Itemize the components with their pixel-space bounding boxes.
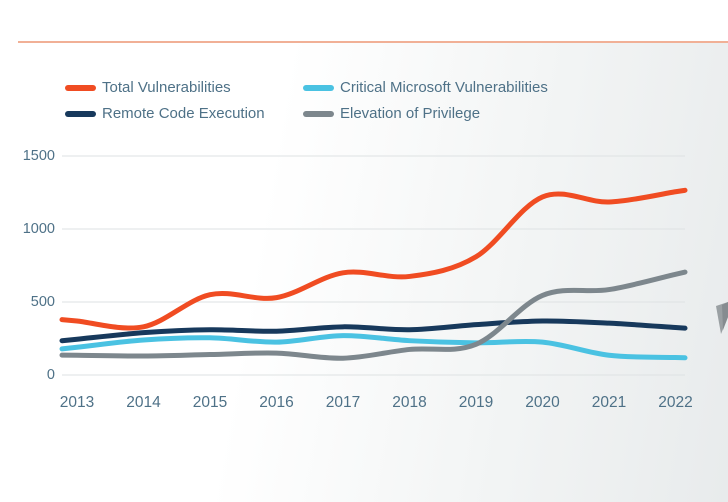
legend-label: Remote Code Execution: [102, 105, 265, 122]
legend-item-total-vulnerabilities: Total Vulnerabilities: [65, 79, 303, 97]
legend-swatch-elevation-of-privilege: [303, 111, 334, 117]
legend-swatch-remote-code-execution: [65, 111, 96, 117]
series-line-total-vulnerabilities: [59, 187, 688, 331]
series-line-remote-code-execution: [59, 318, 688, 344]
x-axis-tick-label: 2015: [192, 394, 228, 411]
legend-item-elevation-of-privilege: Elevation of Privilege: [303, 105, 548, 123]
legend-item-critical-microsoft-vulnerabilities: Critical Microsoft Vulnerabilities: [303, 79, 548, 97]
x-axis-tick-label: 2017: [325, 394, 361, 411]
x-axis-tick-label: 2020: [525, 394, 560, 411]
y-axis-tick-label: 1500: [22, 148, 55, 164]
chart-legend: Total Vulnerabilities Critical Microsoft…: [65, 79, 548, 123]
x-axis-tick-label: 2021: [591, 394, 627, 411]
x-axis-tick-label: 2019: [458, 394, 494, 411]
legend-label: Elevation of Privilege: [340, 105, 481, 122]
legend-swatch-critical-microsoft-vulnerabilities: [303, 85, 334, 91]
legend-swatch-total-vulnerabilities: [65, 85, 96, 91]
series-line-elevation-of-privilege: [59, 269, 688, 361]
y-axis-tick-label: 1000: [22, 221, 55, 237]
y-axis-tick-label: 0: [46, 367, 55, 383]
top-divider-rule: [18, 41, 728, 43]
x-axis-tick-label: 2014: [126, 394, 161, 411]
legend-label: Total Vulnerabilities: [102, 79, 231, 96]
x-axis-tick-label: 2013: [59, 394, 95, 411]
gray-wedge-edge-graphic: [722, 302, 728, 330]
y-axis-tick-label: 500: [30, 294, 55, 310]
series-line-critical-microsoft-vulnerabilities: [59, 333, 688, 361]
x-axis-tick-label: 2022: [658, 394, 693, 411]
legend-item-remote-code-execution: Remote Code Execution: [65, 105, 303, 123]
x-axis-tick-label: 2016: [259, 394, 294, 411]
legend-label: Critical Microsoft Vulnerabilities: [340, 79, 548, 96]
x-axis-tick-label: 2018: [392, 394, 427, 411]
